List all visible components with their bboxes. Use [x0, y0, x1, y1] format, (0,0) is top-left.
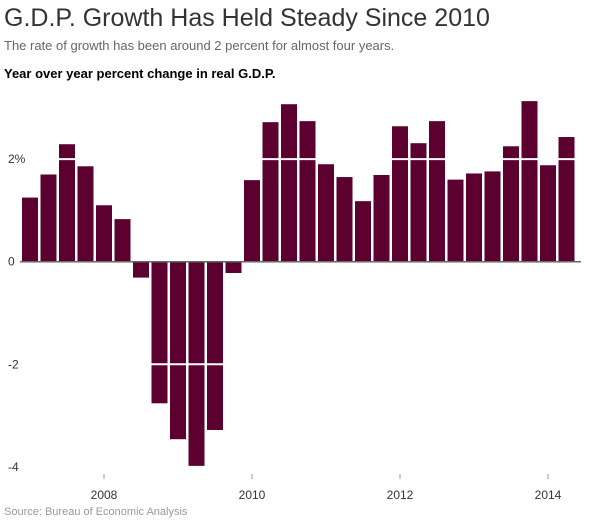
- y-tick-label: 0: [8, 255, 15, 269]
- bar: [96, 205, 112, 262]
- bar: [336, 177, 353, 262]
- bar: [133, 261, 149, 278]
- bar: [59, 144, 75, 262]
- bar: [151, 261, 168, 404]
- bar: [373, 175, 390, 262]
- bar: [299, 121, 316, 262]
- bar: [281, 104, 297, 262]
- bar: [410, 143, 427, 262]
- bar: [521, 101, 538, 262]
- y-tick-label: -4: [8, 460, 19, 474]
- x-tick-label: 2008: [91, 488, 118, 502]
- bar: [225, 261, 242, 273]
- bar: [22, 197, 38, 262]
- x-tick-label: 2010: [239, 488, 266, 502]
- bar: [429, 121, 445, 262]
- x-tick-label: 2014: [535, 488, 562, 502]
- source-note: Source: Bureau of Economic Analysis: [4, 506, 188, 518]
- bar: [392, 126, 408, 262]
- bar: [318, 164, 334, 262]
- y-axis-label: Year over year percent change in real G.…: [4, 66, 276, 81]
- bar: [170, 261, 186, 440]
- chart-title: G.D.P. Growth Has Held Steady Since 2010: [4, 4, 490, 32]
- x-tick-label: 2012: [387, 488, 414, 502]
- bar: [244, 180, 260, 262]
- bar: [207, 261, 223, 430]
- bar: [558, 137, 575, 262]
- bar: [40, 174, 57, 262]
- bar: [540, 165, 556, 262]
- bar: [355, 201, 371, 262]
- y-tick-label: -2: [8, 357, 19, 371]
- bar: [484, 171, 501, 262]
- bar: [114, 219, 131, 262]
- bar: [466, 173, 482, 262]
- chart-subtitle: The rate of growth has been around 2 per…: [4, 38, 395, 53]
- bar: [262, 122, 279, 262]
- bar: [447, 179, 464, 262]
- bar: [503, 146, 519, 262]
- bar: [77, 166, 94, 262]
- y-tick-label: 2%: [8, 152, 26, 166]
